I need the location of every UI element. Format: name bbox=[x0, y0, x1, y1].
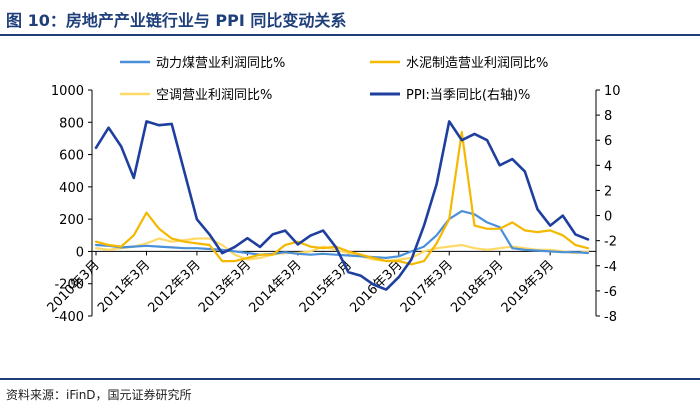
legend-label-4: PPI:当季同比(右轴)% bbox=[406, 88, 530, 103]
axes: -400 -200 0 200 400 600 800 1000 -8 -6 -4 -2 0 2 4 6 8 10… bbox=[45, 84, 621, 325]
x-axis-tick-label: 2014年3月 bbox=[246, 258, 304, 316]
title-bar: 图 10：房地产产业链行业与 PPI 同比变动关系 bbox=[0, 0, 700, 36]
x-axis-tick-label: 2010年3月 bbox=[45, 258, 103, 316]
right-axis-tick-label: 6 bbox=[604, 134, 612, 149]
left-axis-tick-label: 1000 bbox=[51, 84, 84, 99]
left-axis-tick-label: 200 bbox=[59, 213, 84, 228]
left-axis-tick-label: -200 bbox=[54, 278, 84, 293]
right-axis-tick-label: 10 bbox=[604, 84, 621, 99]
left-axis-tick-label: 400 bbox=[59, 181, 84, 196]
left-axis-tick-label: 800 bbox=[59, 116, 84, 131]
left-axis-tick-label: 600 bbox=[59, 149, 84, 164]
left-axis-tick-label: -400 bbox=[54, 310, 84, 325]
right-axis-tick-label: 8 bbox=[604, 109, 612, 124]
x-axis-tick-label: 2019年3月 bbox=[499, 258, 557, 316]
figure-title: 图 10：房地产产业链行业与 PPI 同比变动关系 bbox=[6, 11, 347, 30]
right-axis-tick-label: -8 bbox=[604, 310, 617, 325]
x-axis-tick-label: 2012年3月 bbox=[146, 258, 204, 316]
series-line-4 bbox=[94, 120, 590, 291]
series-line-2 bbox=[94, 130, 590, 266]
right-axis-tick-label: -4 bbox=[604, 260, 617, 275]
right-axis-tick-label: 2 bbox=[604, 184, 612, 199]
legend-label-2: 水泥制造营业利润同比% bbox=[406, 56, 548, 71]
left-axis-tick-label: 0 bbox=[76, 245, 84, 260]
source-note: 资料来源：iFinD，国元证券研究所 bbox=[6, 388, 192, 402]
chart: 动力煤营业利润同比% 水泥制造营业利润同比% 空调营业利润同比% PPI:当季同比(右… bbox=[45, 56, 621, 325]
legend: 动力煤营业利润同比% 水泥制造营业利润同比% 空调营业利润同比% PPI:当季同比(右… bbox=[120, 56, 548, 103]
legend-label-1: 动力煤营业利润同比% bbox=[156, 56, 285, 71]
legend-label-3: 空调营业利润同比% bbox=[156, 88, 272, 103]
source-bar: 资料来源：iFinD，国元证券研究所 bbox=[0, 378, 700, 408]
right-axis-tick-label: 4 bbox=[604, 159, 612, 174]
series-line-1 bbox=[94, 210, 590, 259]
right-axis-tick-label: -6 bbox=[604, 285, 617, 300]
right-axis-tick-label: 0 bbox=[604, 210, 612, 225]
x-axis-tick-label: 2013年3月 bbox=[196, 258, 254, 316]
right-axis-tick-label: -2 bbox=[604, 235, 617, 250]
x-axis-tick-label: 2018年3月 bbox=[448, 258, 506, 316]
series-lines bbox=[94, 120, 590, 291]
x-axis-tick-label: 2011年3月 bbox=[95, 258, 153, 316]
